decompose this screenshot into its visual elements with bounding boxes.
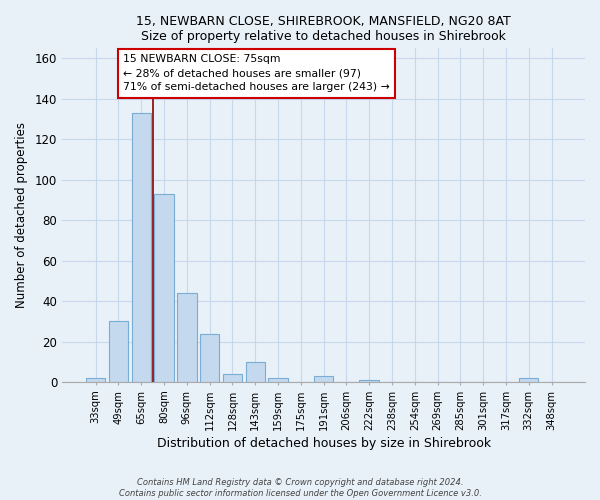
Bar — [245, 362, 265, 382]
X-axis label: Distribution of detached houses by size in Shirebrook: Distribution of detached houses by size … — [157, 437, 491, 450]
Bar — [359, 380, 379, 382]
Text: 15 NEWBARN CLOSE: 75sqm
← 28% of detached houses are smaller (97)
71% of semi-de: 15 NEWBARN CLOSE: 75sqm ← 28% of detache… — [123, 54, 390, 92]
Title: 15, NEWBARN CLOSE, SHIREBROOK, MANSFIELD, NG20 8AT
Size of property relative to : 15, NEWBARN CLOSE, SHIREBROOK, MANSFIELD… — [136, 15, 511, 43]
Text: Contains HM Land Registry data © Crown copyright and database right 2024.
Contai: Contains HM Land Registry data © Crown c… — [119, 478, 481, 498]
Bar — [109, 322, 128, 382]
Bar — [314, 376, 333, 382]
Y-axis label: Number of detached properties: Number of detached properties — [15, 122, 28, 308]
Bar — [177, 293, 197, 382]
Bar — [86, 378, 106, 382]
Bar — [519, 378, 538, 382]
Bar — [131, 113, 151, 382]
Bar — [154, 194, 174, 382]
Bar — [223, 374, 242, 382]
Bar — [268, 378, 287, 382]
Bar — [200, 334, 219, 382]
